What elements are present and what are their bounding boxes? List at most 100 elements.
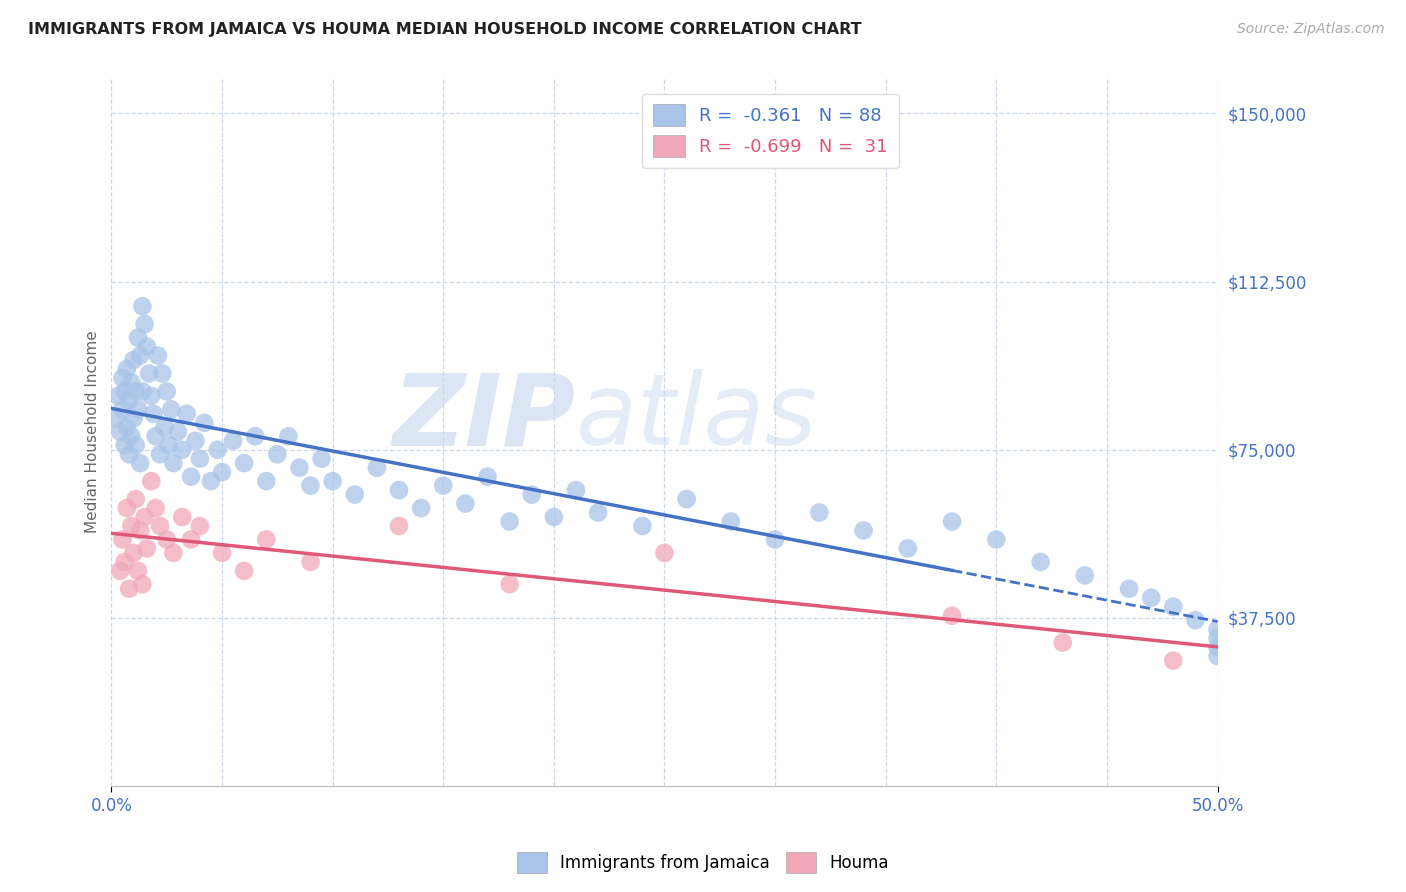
Point: [114, 384, 136, 399]
Point: [166, 425, 188, 439]
Point: [138, 367, 160, 381]
Point: [135, 541, 157, 556]
Point: [145, 429, 167, 443]
Point: [156, 533, 179, 547]
Point: [176, 407, 198, 421]
Point: [808, 506, 831, 520]
Legend: R =  -0.361   N = 88, R =  -0.699   N =  31: R = -0.361 N = 88, R = -0.699 N = 31: [641, 94, 898, 169]
Point: [520, 487, 543, 501]
Point: [134, 317, 156, 331]
Point: [127, 330, 149, 344]
Point: [299, 478, 322, 492]
Point: [498, 515, 520, 529]
Point: [127, 564, 149, 578]
Point: [654, 546, 676, 560]
Point: [172, 442, 194, 457]
Point: [184, 434, 207, 448]
Point: [145, 501, 167, 516]
Point: [118, 582, 141, 596]
Point: [104, 411, 127, 425]
Point: [120, 429, 142, 443]
Point: [288, 460, 311, 475]
Point: [254, 533, 277, 547]
Point: [1052, 635, 1074, 649]
Point: [941, 608, 963, 623]
Point: [207, 442, 229, 457]
Point: [897, 541, 920, 556]
Point: [122, 546, 145, 560]
Point: [115, 362, 138, 376]
Point: [142, 407, 165, 421]
Point: [852, 524, 875, 538]
Point: [118, 393, 141, 408]
Point: [233, 564, 256, 578]
Point: [986, 533, 1008, 547]
Point: [1118, 582, 1140, 596]
Point: [162, 546, 184, 560]
Point: [172, 510, 194, 524]
Point: [1140, 591, 1163, 605]
Point: [125, 438, 148, 452]
Text: Source: ZipAtlas.com: Source: ZipAtlas.com: [1237, 22, 1385, 37]
Point: [149, 519, 172, 533]
Point: [125, 384, 148, 399]
Point: [141, 474, 163, 488]
Point: [1206, 640, 1229, 654]
Point: [122, 353, 145, 368]
Point: [156, 384, 179, 399]
Point: [111, 371, 134, 385]
Text: atlas: atlas: [576, 369, 818, 467]
Point: [311, 451, 333, 466]
Point: [1161, 654, 1184, 668]
Point: [107, 389, 129, 403]
Point: [565, 483, 588, 497]
Point: [454, 497, 477, 511]
Point: [110, 425, 132, 439]
Point: [120, 519, 142, 533]
Point: [134, 510, 156, 524]
Point: [110, 564, 132, 578]
Point: [586, 506, 609, 520]
Point: [150, 367, 173, 381]
Point: [322, 474, 344, 488]
Point: [498, 577, 520, 591]
Point: [162, 456, 184, 470]
Point: [343, 487, 366, 501]
Point: [1184, 613, 1206, 627]
Point: [120, 376, 142, 390]
Point: [233, 456, 256, 470]
Point: [127, 402, 149, 417]
Point: [200, 474, 222, 488]
Point: [193, 416, 215, 430]
Legend: Immigrants from Jamaica, Houma: Immigrants from Jamaica, Houma: [510, 846, 896, 880]
Point: [131, 577, 153, 591]
Point: [388, 519, 411, 533]
Point: [245, 429, 267, 443]
Point: [388, 483, 411, 497]
Point: [131, 299, 153, 313]
Text: IMMIGRANTS FROM JAMAICA VS HOUMA MEDIAN HOUSEHOLD INCOME CORRELATION CHART: IMMIGRANTS FROM JAMAICA VS HOUMA MEDIAN …: [28, 22, 862, 37]
Point: [211, 465, 233, 479]
Point: [1161, 599, 1184, 614]
Point: [141, 389, 163, 403]
Point: [115, 501, 138, 516]
Text: ZIP: ZIP: [394, 369, 576, 467]
Point: [188, 519, 211, 533]
Point: [111, 533, 134, 547]
Point: [129, 524, 152, 538]
Point: [720, 515, 742, 529]
Point: [157, 438, 180, 452]
Point: [153, 420, 176, 434]
Point: [129, 456, 152, 470]
Point: [277, 429, 299, 443]
Point: [146, 349, 169, 363]
Point: [122, 411, 145, 425]
Point: [125, 491, 148, 506]
Point: [188, 451, 211, 466]
Point: [180, 469, 202, 483]
Point: [411, 501, 433, 516]
Y-axis label: Median Household Income: Median Household Income: [86, 330, 100, 533]
Point: [1206, 648, 1229, 663]
Point: [222, 434, 245, 448]
Point: [180, 533, 202, 547]
